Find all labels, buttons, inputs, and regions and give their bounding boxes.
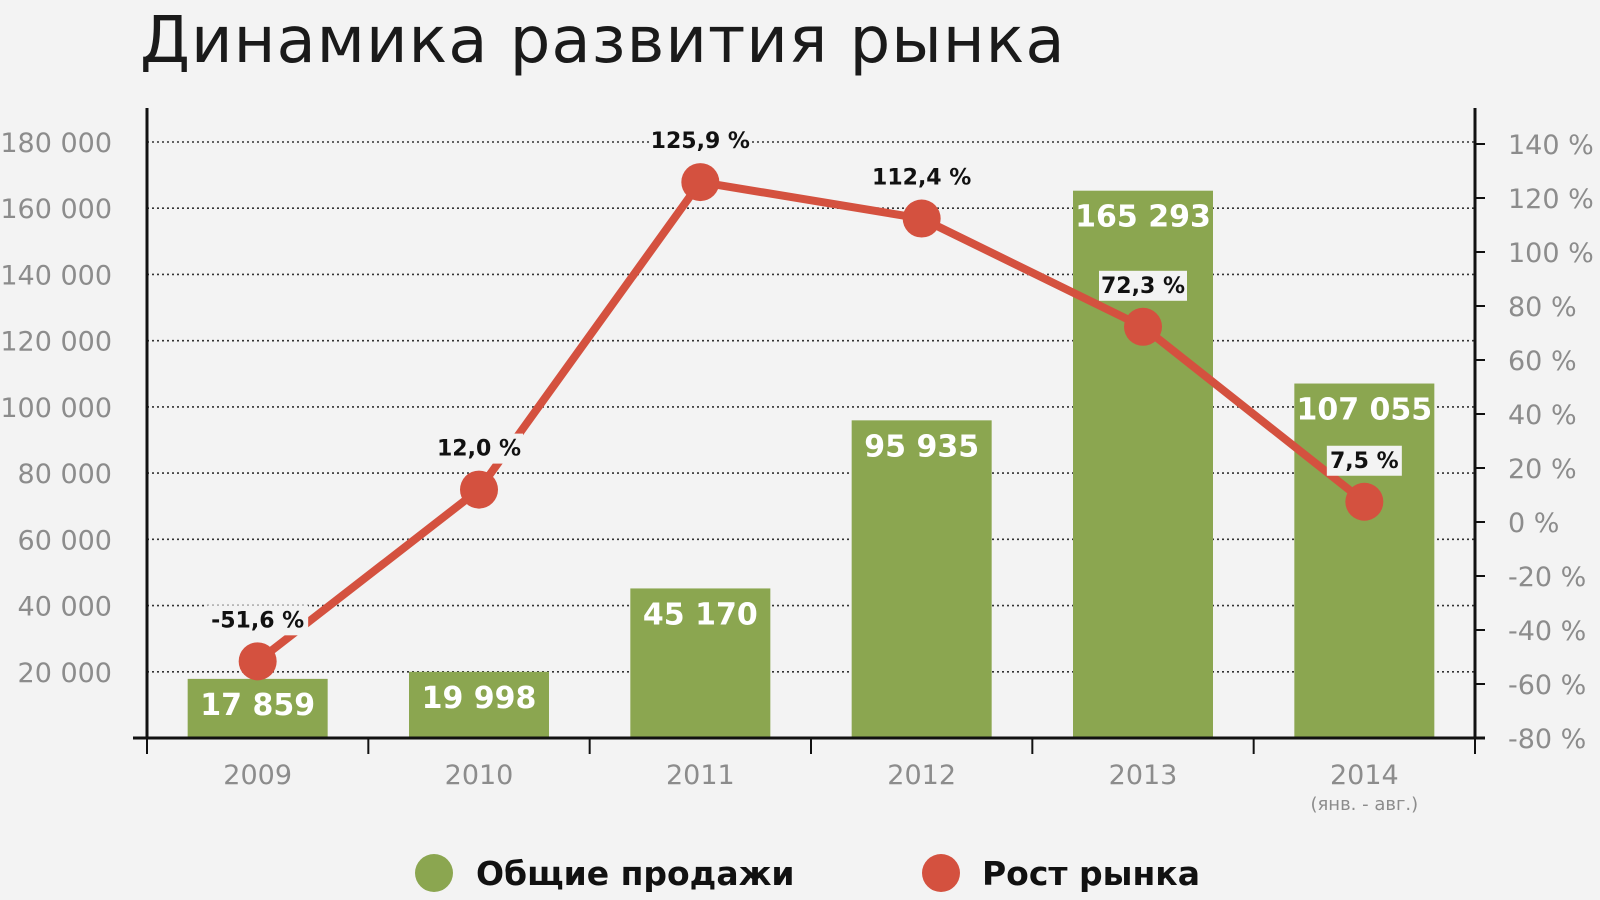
point-value-label: 72,3 % xyxy=(1101,274,1185,299)
left-tick-label: 120 000 xyxy=(0,327,112,358)
bar-value-label: 95 935 xyxy=(864,429,979,464)
right-tick-label: 140 % xyxy=(1508,130,1594,161)
left-axis-ticks: 20 000 40 000 60 000 80 000 100 000 120 000 14… xyxy=(0,128,112,689)
bar-value-label: 45 170 xyxy=(643,597,758,632)
x-tick-label: 2010 xyxy=(445,760,514,791)
legend-label-sales: Общие продажи xyxy=(476,854,795,893)
right-tick-label: -40 % xyxy=(1508,616,1586,647)
point-value-label: -51,6 % xyxy=(211,608,304,633)
bar xyxy=(851,420,992,738)
grid-lines xyxy=(147,141,1475,673)
point-label-bg xyxy=(207,605,309,636)
point-label-bg xyxy=(871,162,973,193)
legend-label-growth: Рост рынка xyxy=(982,854,1200,893)
axes xyxy=(133,108,1485,740)
left-tick-label: 40 000 xyxy=(18,592,112,623)
line-series: -51,6 % 12,0 % 125,9 % 112,4 % 72,3 % 7,5 % xyxy=(207,126,1402,681)
legend-swatch-sales xyxy=(415,854,453,892)
bar xyxy=(630,588,771,738)
legend: Общие продажи Рост рынка xyxy=(415,854,1200,893)
left-tick-label: 100 000 xyxy=(0,393,112,424)
legend-swatch-growth xyxy=(922,854,960,892)
line-point xyxy=(460,470,498,509)
right-tick-label: 100 % xyxy=(1508,238,1594,269)
right-tick-label: -60 % xyxy=(1508,670,1586,701)
right-tick-label: -20 % xyxy=(1508,562,1586,593)
right-tick-label: 80 % xyxy=(1508,292,1577,323)
point-value-label: 12,0 % xyxy=(437,437,521,462)
point-value-label: 112,4 % xyxy=(872,166,971,191)
line-point xyxy=(1345,482,1384,521)
right-tick-label: 40 % xyxy=(1508,400,1577,431)
bar-series: 17 859 19 998 45 170 95 935 165 293 107 055 xyxy=(187,190,1435,738)
line-point xyxy=(1124,307,1162,346)
line-point xyxy=(902,199,941,238)
right-tick-label: 20 % xyxy=(1508,454,1577,485)
x-tick-label: 2013 xyxy=(1109,760,1178,791)
point-value-label: 7,5 % xyxy=(1330,449,1399,474)
right-tick-label: 60 % xyxy=(1508,346,1577,377)
bar-value-label: 165 293 xyxy=(1075,200,1211,235)
x-tick-label: 2009 xyxy=(223,760,292,791)
left-tick-label: 160 000 xyxy=(0,194,112,225)
bar-value-label: 107 055 xyxy=(1296,393,1432,428)
left-tick-label: 80 000 xyxy=(18,459,112,490)
point-label-bg xyxy=(649,126,751,157)
right-tick-label: 120 % xyxy=(1508,184,1594,215)
line-point xyxy=(681,163,720,202)
bar xyxy=(409,671,549,738)
right-tick-label: 0 % xyxy=(1508,508,1559,539)
left-tick-label: 60 000 xyxy=(18,525,112,556)
left-tick-label: 20 000 xyxy=(18,658,112,689)
x-tick-sublabel: (янв. - авг.) xyxy=(1310,794,1418,815)
point-value-label: 125,9 % xyxy=(651,129,750,154)
bar xyxy=(187,678,328,738)
x-tick-label: 2012 xyxy=(887,760,956,791)
x-tick-label: 2014 xyxy=(1330,760,1399,791)
point-label-bg xyxy=(435,433,523,464)
bar-value-label: 19 998 xyxy=(422,681,537,716)
bar-value-label: 17 859 xyxy=(200,688,315,723)
left-tick-label: 140 000 xyxy=(0,260,112,291)
growth-line xyxy=(255,178,1367,665)
line-point xyxy=(238,642,277,681)
x-tick-label: 2011 xyxy=(666,760,735,791)
x-axis-ticks: 2009 2010 2011 2012 2013 2014 (янв. - авг.) xyxy=(146,738,1476,815)
left-tick-label: 180 000 xyxy=(0,128,112,159)
right-axis-ticks: -80 % -60 % -40 % -20 % 0 % 20 % 40 % 60 % 80 % 1… xyxy=(1475,130,1594,755)
right-tick-label: -80 % xyxy=(1508,724,1586,755)
chart-title: Динамика развития рынка xyxy=(140,4,1066,78)
bar xyxy=(1294,383,1435,738)
point-label-bg xyxy=(1099,270,1187,301)
point-label-bg xyxy=(1326,445,1402,476)
